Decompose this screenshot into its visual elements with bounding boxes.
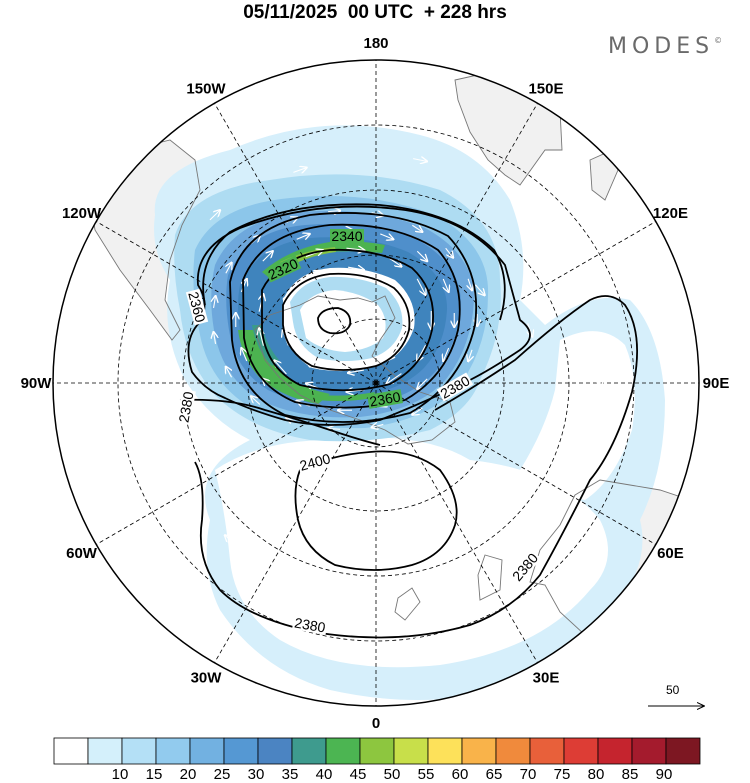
lon-label-60e: 60E: [657, 545, 684, 562]
colorbar-label: 70: [520, 766, 537, 783]
colorbar-swatch: [496, 738, 530, 764]
colorbar-swatch: [122, 738, 156, 764]
colorbar-label: 90: [656, 766, 673, 783]
colorbar-label: 35: [282, 766, 299, 783]
colorbar-swatch: [666, 738, 700, 764]
colorbar-label: 30: [248, 766, 265, 783]
colorbar-swatch: [224, 738, 258, 764]
lon-label-60w: 60W: [66, 545, 98, 562]
lon-label-150e: 150E: [528, 81, 563, 98]
colorbar-swatch: [156, 738, 190, 764]
lon-label-90e: 90E: [703, 375, 730, 392]
lon-label-180: 180: [363, 35, 388, 52]
colorbar-swatch: [632, 738, 666, 764]
colorbar-swatch: [190, 738, 224, 764]
colorbar-swatch: [598, 738, 632, 764]
colorbar-swatch: [564, 738, 598, 764]
lon-label-90w: 90W: [21, 375, 53, 392]
colorbar-swatch: [428, 738, 462, 764]
colorbar-label: 45: [350, 766, 367, 783]
colorbar-label: 15: [146, 766, 163, 783]
colorbar-label: 25: [214, 766, 231, 783]
colorbar-swatch: [292, 738, 326, 764]
colorbar-label: 40: [316, 766, 333, 783]
contour-label-2340: 2340: [331, 228, 362, 244]
colorbar-swatch: [462, 738, 496, 764]
lon-label-30w: 30W: [191, 669, 223, 686]
colorbar-swatch: [54, 738, 88, 764]
lon-label-30e: 30E: [533, 669, 560, 686]
reference-vector-label: 50: [666, 683, 679, 697]
lon-label-150w: 150W: [186, 81, 226, 98]
colorbar-label: 75: [554, 766, 571, 783]
colorbar-swatch: [530, 738, 564, 764]
colorbar-swatch: [394, 738, 428, 764]
pole-marker: [374, 381, 379, 386]
colorbar-label: 65: [486, 766, 503, 783]
colorbar-swatch: [258, 738, 292, 764]
colorbar-label: 85: [622, 766, 639, 783]
colorbar-swatch: [88, 738, 122, 764]
colorbar-swatch: [326, 738, 360, 764]
lon-label-0: 0: [372, 715, 380, 732]
colorbar-label: 20: [180, 766, 197, 783]
colorbar-label: 10: [112, 766, 129, 783]
lon-label-120e: 120E: [653, 205, 688, 222]
colorbar-label: 80: [588, 766, 605, 783]
colorbar-label: 50: [384, 766, 401, 783]
colorbar: [54, 738, 700, 764]
colorbar-label: 60: [452, 766, 469, 783]
colorbar-label: 55: [418, 766, 435, 783]
colorbar-swatch: [360, 738, 394, 764]
lon-label-120w: 120W: [62, 205, 102, 222]
